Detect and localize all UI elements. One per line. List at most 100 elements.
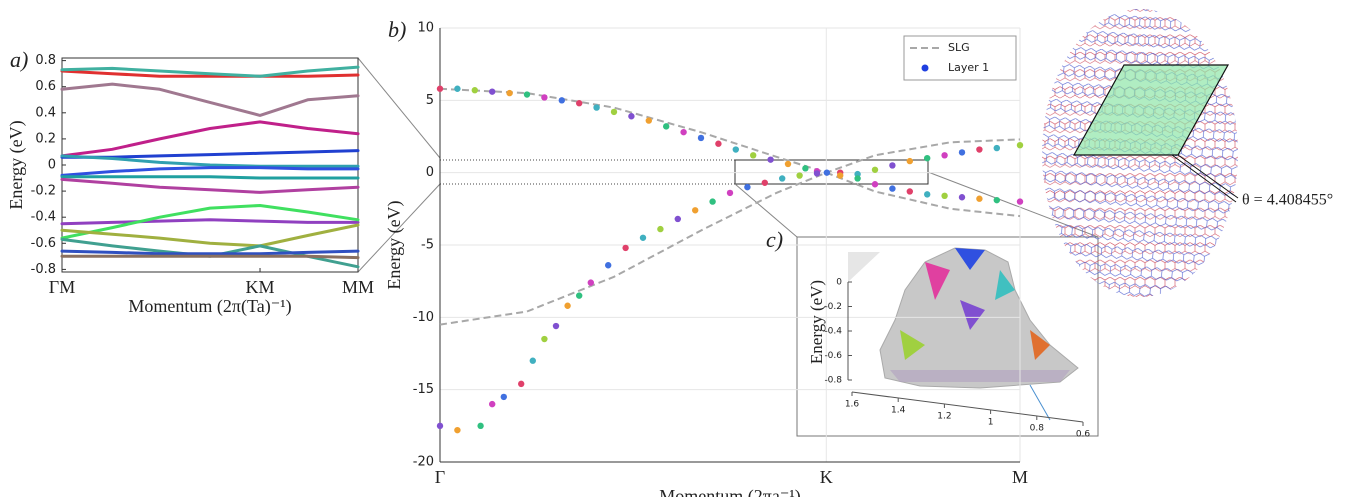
band-line	[60, 154, 360, 168]
data-point	[558, 97, 565, 104]
data-point	[674, 215, 681, 223]
inset-x-tick-label: 1.4	[891, 406, 906, 416]
x-tick-label: KM	[246, 277, 275, 297]
data-point	[767, 156, 774, 163]
data-point	[552, 322, 560, 330]
data-point	[871, 181, 879, 188]
data-point	[593, 104, 600, 111]
y-tick-label: -0.6	[31, 236, 56, 251]
data-point	[576, 292, 583, 299]
data-point	[506, 89, 513, 97]
inset-x-tick-label: 1.2	[937, 412, 951, 422]
data-point	[628, 113, 635, 120]
panel-label: c)	[766, 227, 783, 252]
band-line	[60, 177, 360, 194]
data-point	[587, 279, 594, 286]
inset-pointer	[1029, 384, 1051, 421]
inset-x-tick-label: 0.8	[1030, 424, 1045, 434]
y-tick-label: -10	[413, 310, 434, 325]
y-tick-label: -0.8	[31, 262, 56, 277]
data-point	[924, 191, 931, 198]
data-point	[1016, 198, 1024, 205]
data-point	[744, 183, 751, 191]
angle-line	[1171, 154, 1237, 203]
data-point	[889, 162, 896, 169]
data-point	[436, 422, 444, 430]
moire-lattice: θ = 4.408455°	[1042, 9, 1333, 297]
data-point	[906, 188, 913, 195]
data-point	[750, 152, 757, 159]
inset-x-tick-label: 0.6	[1076, 430, 1091, 440]
inset-wall	[848, 252, 880, 282]
data-point	[813, 170, 821, 177]
zoom-line	[734, 183, 798, 238]
data-point	[663, 123, 670, 130]
band-line	[60, 82, 360, 117]
band-line	[60, 204, 360, 240]
y-tick-label: 0.6	[35, 79, 56, 94]
legend-label: SLG	[948, 41, 970, 54]
y-tick-label: 0	[426, 165, 434, 180]
panel-label: b)	[388, 17, 406, 42]
data-point	[454, 426, 461, 434]
x-tick-label: Γ	[435, 467, 445, 487]
band-line	[60, 254, 360, 260]
zoom-line	[357, 57, 441, 159]
y-tick-label: 0.4	[35, 105, 56, 120]
data-point	[906, 157, 913, 165]
data-point	[622, 244, 629, 252]
surface-facet	[960, 300, 985, 330]
x-tick-label: K	[820, 467, 833, 487]
surface-facet	[890, 370, 1070, 382]
y-tick-label: -0.2	[31, 184, 56, 199]
data-point	[958, 149, 966, 156]
surface-facet	[900, 330, 925, 360]
data-point	[976, 146, 983, 153]
band-line	[60, 65, 360, 78]
band-line	[60, 69, 360, 78]
data-point	[796, 172, 803, 179]
data-point	[924, 155, 931, 162]
data-point	[732, 146, 739, 153]
data-point	[657, 225, 664, 233]
panel-label: a)	[10, 47, 28, 72]
data-point	[889, 185, 896, 192]
band-line	[60, 249, 360, 256]
data-point	[941, 152, 948, 159]
data-point	[541, 94, 548, 101]
data-point	[436, 85, 444, 92]
data-point	[489, 400, 496, 408]
y-tick-label: 0.8	[35, 53, 56, 68]
data-point	[477, 422, 484, 430]
data-point	[610, 108, 618, 116]
x-tick-label: MM	[342, 277, 374, 297]
y-tick-label: -15	[413, 382, 434, 397]
x-axis-title: Momentum (2πa⁻¹)	[659, 486, 800, 497]
x-axis-title: Momentum (2π(Ta)⁻¹)	[128, 296, 291, 317]
data-point	[941, 192, 948, 200]
data-point	[958, 194, 966, 201]
surface	[879, 247, 1079, 389]
y-tick-label: 10	[417, 21, 434, 36]
data-point	[518, 380, 525, 388]
data-point	[1016, 141, 1024, 149]
surface-facet	[995, 270, 1015, 300]
data-point	[802, 165, 809, 172]
data-point	[680, 128, 687, 136]
data-point	[564, 302, 571, 309]
data-point	[823, 169, 831, 176]
data-point	[500, 393, 507, 401]
data-point	[697, 134, 705, 142]
surface-facet	[1030, 330, 1050, 360]
surface-facet	[955, 248, 985, 270]
inset-x-tick-label: 1	[988, 418, 994, 428]
data-point	[993, 144, 1000, 152]
zoom-line	[357, 183, 441, 273]
data-point	[523, 91, 531, 98]
y-axis-title: Energy (eV)	[384, 200, 405, 289]
inset-y-title: Energy (eV)	[807, 280, 826, 364]
inset-y-tick-label: -0.8	[824, 376, 842, 386]
y-axis-title: Energy (eV)	[6, 120, 27, 209]
data-point	[871, 166, 879, 173]
